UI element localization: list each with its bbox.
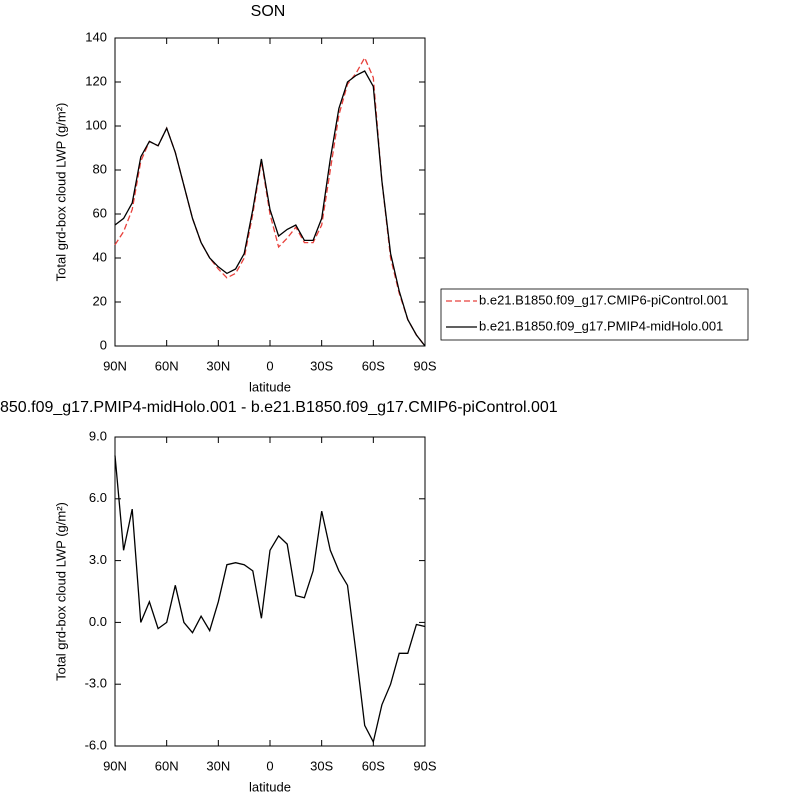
- plot-frame: [114, 436, 426, 747]
- data-line: [114, 56, 426, 347]
- x-tick-label: 30S: [310, 358, 333, 373]
- legend-label: b.e21.B1850.f09_g17.CMIP6-piControl.001: [479, 292, 728, 307]
- chart-title: SON: [251, 3, 286, 20]
- chart-title: 850.f09_g17.PMIP4-midHolo.001 - b.e21.B1…: [0, 399, 558, 416]
- x-tick-label: 90S: [413, 758, 436, 773]
- y-tick-label: 0: [100, 337, 107, 352]
- x-tick-label: 90S: [413, 358, 436, 373]
- y-tick-label: 0.0: [89, 614, 107, 629]
- y-tick-label: 60: [93, 205, 107, 220]
- y-tick-label: 9.0: [89, 428, 107, 443]
- x-axis-label: latitude: [249, 779, 291, 794]
- x-tick-label: 60N: [155, 758, 179, 773]
- x-tick-label: 90N: [103, 358, 127, 373]
- data-line: [114, 455, 426, 744]
- x-tick-label: 30N: [206, 758, 230, 773]
- x-axis-label: latitude: [249, 379, 291, 394]
- x-tick-label: 60S: [362, 358, 385, 373]
- x-tick-label: 60S: [362, 758, 385, 773]
- plot-frame: [114, 37, 426, 347]
- y-tick-label: 40: [93, 249, 107, 264]
- y-axis-label: Total grd-box cloud LWP (g/m²): [53, 502, 68, 681]
- y-tick-label: -6.0: [85, 737, 107, 752]
- y-tick-label: -3.0: [85, 676, 107, 691]
- x-tick-label: 60N: [155, 358, 179, 373]
- y-tick-label: 6.0: [89, 490, 107, 505]
- x-tick-label: 0: [266, 758, 273, 773]
- legend-box: [440, 288, 749, 341]
- y-tick-label: 120: [85, 73, 107, 88]
- x-tick-label: 90N: [103, 758, 127, 773]
- x-tick-label: 30S: [310, 758, 333, 773]
- legend-label: b.e21.B1850.f09_g17.PMIP4-midHolo.001: [479, 318, 723, 333]
- data-line: [114, 70, 426, 347]
- y-tick-label: 20: [93, 293, 107, 308]
- y-tick-label: 140: [85, 29, 107, 44]
- y-tick-label: 100: [85, 117, 107, 132]
- y-tick-label: 3.0: [89, 552, 107, 567]
- x-tick-label: 30N: [206, 358, 230, 373]
- y-axis-label: Total grd-box cloud LWP (g/m²): [53, 103, 68, 282]
- y-tick-label: 80: [93, 161, 107, 176]
- x-tick-label: 0: [266, 358, 273, 373]
